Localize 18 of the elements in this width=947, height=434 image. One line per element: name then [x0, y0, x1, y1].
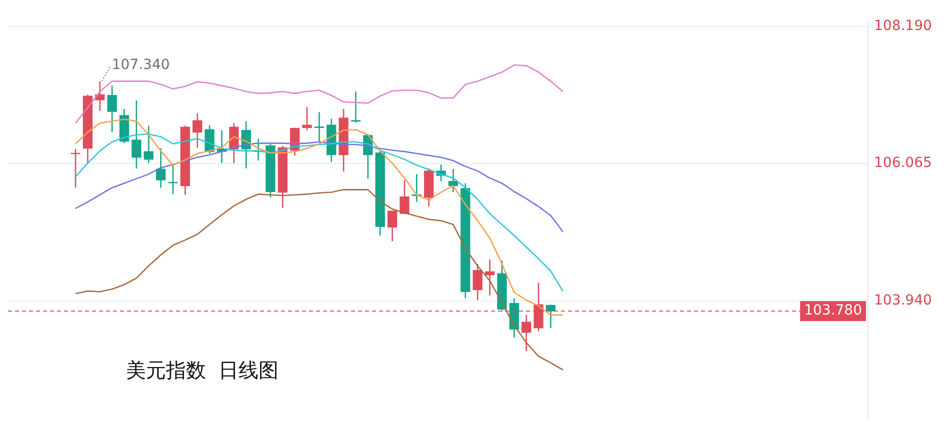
candlestick [387, 210, 398, 242]
y-tick-label: 103.940 [874, 292, 932, 308]
candlestick [204, 124, 214, 154]
candlestick [400, 179, 410, 214]
candlestick [484, 258, 495, 296]
annotation: 美元指数 日线图 [126, 358, 279, 382]
candlestick [522, 314, 532, 352]
ref-line-label: 103.780 [804, 302, 862, 319]
y-tick-label: 106.065 [874, 155, 932, 172]
candlestick [107, 85, 117, 133]
candlestick [144, 125, 154, 164]
candlestick [132, 100, 142, 170]
y-tick-label: 108.190 [874, 18, 932, 34]
candlestick [156, 148, 166, 188]
candlestick [472, 263, 482, 301]
annotation: 107.340 [112, 56, 170, 73]
candlestick [302, 106, 312, 131]
candlestick [192, 112, 202, 148]
